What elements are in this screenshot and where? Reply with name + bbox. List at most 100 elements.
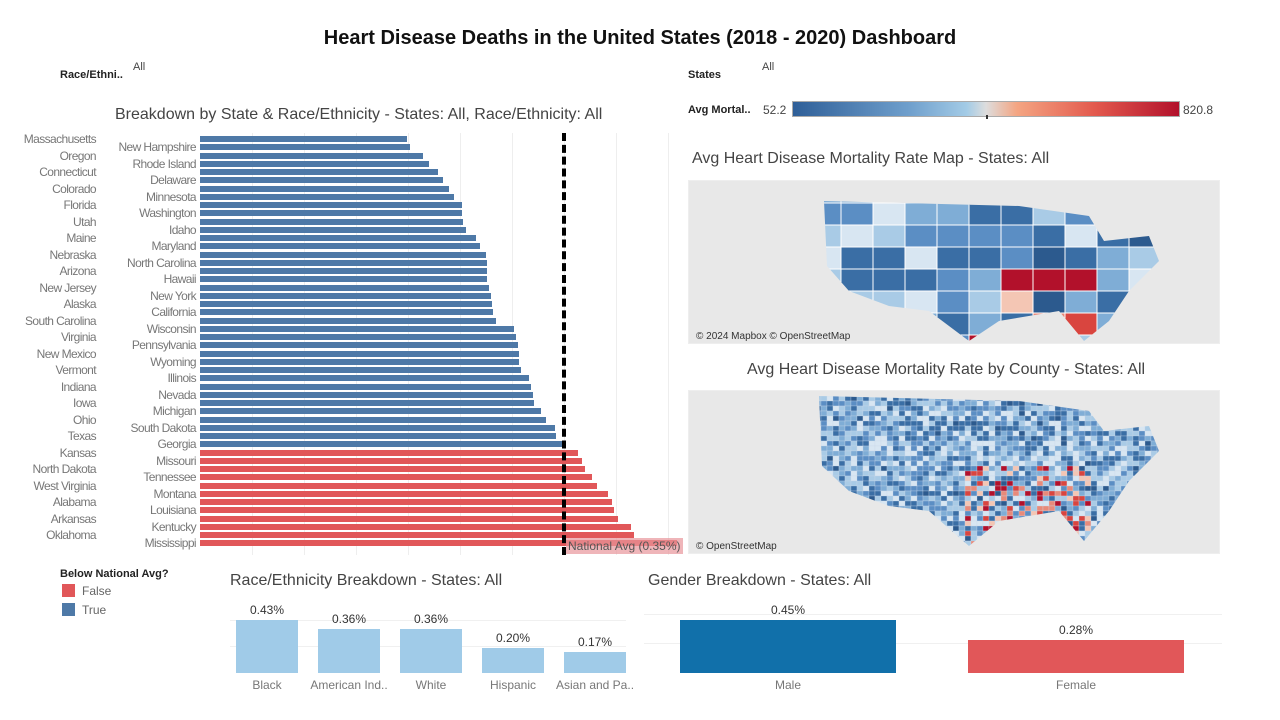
map-region[interactable]	[1132, 520, 1140, 527]
map-region[interactable]	[1163, 406, 1169, 411]
map-region[interactable]	[1042, 520, 1050, 527]
map-region[interactable]	[874, 440, 882, 447]
map-region[interactable]	[1102, 425, 1110, 432]
map-region[interactable]	[1078, 391, 1086, 397]
state-bar[interactable]	[200, 292, 491, 299]
map-region[interactable]	[916, 410, 924, 417]
map-region[interactable]	[904, 420, 912, 427]
map-region[interactable]	[1030, 450, 1038, 457]
map-region[interactable]	[856, 430, 864, 437]
map-region[interactable]	[964, 430, 972, 437]
map-region[interactable]	[1144, 470, 1152, 477]
map-region[interactable]	[840, 246, 874, 270]
map-region[interactable]	[1150, 545, 1158, 551]
map-region[interactable]	[892, 465, 900, 472]
map-region[interactable]	[958, 530, 966, 537]
map-region[interactable]	[1072, 420, 1080, 427]
map-region[interactable]	[892, 410, 900, 417]
map-region[interactable]	[928, 515, 936, 522]
map-region[interactable]	[989, 551, 995, 554]
map-region[interactable]	[928, 530, 936, 537]
map-region[interactable]	[862, 500, 870, 507]
map-region[interactable]	[1048, 485, 1056, 492]
map-region[interactable]	[1138, 455, 1146, 462]
map-region[interactable]	[815, 500, 822, 507]
map-region[interactable]	[946, 505, 954, 512]
map-region[interactable]	[952, 415, 960, 422]
map-region[interactable]	[815, 450, 822, 457]
map-region[interactable]	[1024, 400, 1032, 407]
map-region[interactable]	[1024, 425, 1032, 432]
map-region[interactable]	[1120, 480, 1128, 487]
map-region[interactable]	[988, 545, 996, 551]
map-region[interactable]	[994, 391, 1002, 397]
map-region[interactable]	[1102, 505, 1110, 512]
map-region[interactable]	[832, 540, 840, 546]
map-region[interactable]	[1024, 470, 1032, 477]
map-region[interactable]	[809, 471, 815, 476]
map-region[interactable]	[1108, 435, 1116, 442]
map-region[interactable]	[1000, 540, 1008, 546]
map-region[interactable]	[1036, 475, 1044, 482]
map-region[interactable]	[1030, 530, 1038, 537]
map-region[interactable]	[1072, 505, 1080, 512]
map-region[interactable]	[868, 505, 876, 512]
map-region[interactable]	[1072, 425, 1080, 432]
map-region[interactable]	[1090, 455, 1098, 462]
map-region[interactable]	[850, 520, 858, 527]
map-region[interactable]	[820, 520, 828, 527]
map-region[interactable]	[899, 551, 905, 554]
map-region[interactable]	[809, 461, 815, 466]
map-region[interactable]	[1000, 455, 1008, 462]
map-region[interactable]	[922, 450, 930, 457]
map-region[interactable]	[1060, 455, 1068, 462]
map-region[interactable]	[988, 425, 996, 432]
map-region[interactable]	[838, 425, 846, 432]
map-region[interactable]	[868, 450, 876, 457]
race-bar[interactable]	[564, 652, 626, 673]
map-region[interactable]	[1096, 545, 1104, 551]
map-region[interactable]	[1150, 410, 1158, 417]
map-region[interactable]	[964, 410, 972, 417]
map-region[interactable]	[850, 435, 858, 442]
state-bar[interactable]	[200, 160, 429, 167]
map-region[interactable]	[1048, 535, 1056, 542]
map-region[interactable]	[1126, 420, 1134, 427]
map-region[interactable]	[1114, 495, 1122, 502]
map-region[interactable]	[976, 420, 984, 427]
map-region[interactable]	[872, 268, 906, 292]
map-region[interactable]	[898, 530, 906, 537]
state-bar[interactable]	[200, 169, 438, 175]
map-region[interactable]	[1120, 545, 1128, 551]
map-region[interactable]	[946, 410, 954, 417]
map-region[interactable]	[940, 510, 948, 517]
map-region[interactable]	[1030, 535, 1038, 542]
map-region[interactable]	[916, 520, 924, 527]
map-region[interactable]	[934, 450, 942, 457]
map-region[interactable]	[1144, 535, 1152, 542]
map-region[interactable]	[815, 510, 822, 517]
state-bar[interactable]	[200, 350, 519, 357]
map-region[interactable]	[840, 290, 874, 314]
map-region[interactable]	[916, 460, 924, 467]
map-region[interactable]	[862, 505, 870, 512]
map-region[interactable]	[1144, 415, 1152, 422]
map-region[interactable]	[1060, 435, 1068, 442]
map-region[interactable]	[1018, 391, 1026, 397]
map-region[interactable]	[1138, 485, 1146, 492]
map-region[interactable]	[988, 505, 996, 512]
map-region[interactable]	[958, 455, 966, 462]
map-region[interactable]	[928, 545, 936, 551]
map-region[interactable]	[976, 475, 984, 482]
map-region[interactable]	[832, 525, 840, 532]
map-region[interactable]	[922, 520, 930, 527]
map-region[interactable]	[1144, 495, 1152, 502]
map-region[interactable]	[922, 430, 930, 437]
map-region[interactable]	[880, 540, 888, 546]
map-region[interactable]	[910, 485, 918, 492]
state-bar[interactable]	[200, 466, 585, 472]
map-region[interactable]	[1012, 455, 1020, 462]
map-region[interactable]	[856, 410, 864, 417]
map-region[interactable]	[964, 400, 972, 407]
map-region[interactable]	[934, 455, 942, 462]
